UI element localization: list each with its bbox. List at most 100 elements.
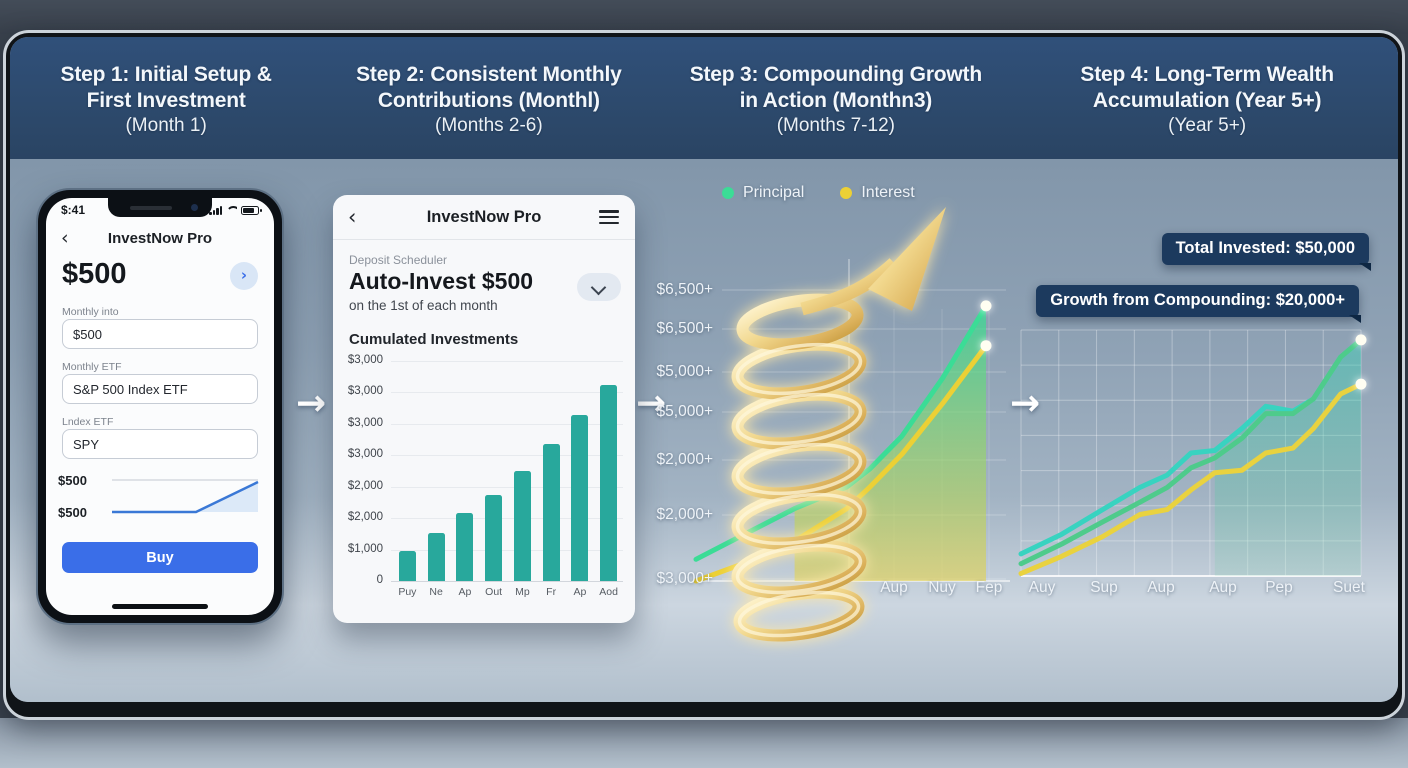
step4-x-tick: Aup [1209, 579, 1237, 596]
home-indicator[interactable] [112, 604, 208, 609]
stage: $:41 ‹ InvestNow Pro $500 › Monthly into [10, 159, 1398, 702]
step3-x-tick: Fep [975, 579, 1003, 596]
bar-chart-bars [393, 361, 623, 581]
bar-x-tick-label: Fr [546, 586, 557, 598]
step4-x-tick: Sup [1090, 579, 1118, 596]
back-chevron-icon[interactable]: ‹ [61, 227, 69, 249]
step3-y-tick: $2,000+ [656, 506, 713, 523]
amount-next-button[interactable]: › [230, 262, 258, 290]
step3-y-tick: $3,000+ [656, 570, 713, 587]
bar-chart-title: Cumulated Investments [349, 331, 519, 348]
step3-y-tick: $2,000+ [656, 451, 713, 468]
interest-dot-icon [840, 187, 853, 199]
phone-app-title: InvestNow Pro [107, 230, 213, 247]
field-2-label: Monthly ETF [62, 361, 122, 373]
etf-name-input[interactable] [62, 374, 258, 404]
field-1-label: Monthly into [62, 306, 119, 318]
step3-y-tick: $5,000+ [656, 363, 713, 380]
auto-invest-subtitle: on the 1st of each month [349, 298, 498, 313]
investment-amount: $500 [62, 258, 127, 290]
step-4-line-3: (Year 5+) [1168, 114, 1247, 136]
bar-y-tick-label: 0 [376, 574, 383, 586]
bar-slot [422, 533, 451, 581]
bar [542, 444, 560, 581]
monitor-top-bezel [0, 0, 1408, 34]
status-time: $:41 [61, 203, 86, 217]
legend-item-principal: Principal [722, 184, 804, 202]
step-1-line-1: Step 1: Initial Setup & [60, 62, 272, 86]
bar-y-tick-label: $2,000 [347, 479, 383, 492]
step4-x-tick: Auy [1028, 579, 1056, 596]
bar [485, 495, 503, 581]
bar-x-tick-label: Mp [515, 586, 530, 598]
spark-top-label: $500 [58, 473, 87, 488]
step-1-title: Step 1: Initial Setup & First Investment… [10, 37, 322, 159]
bar-y-tick-label: $2,000 [347, 511, 383, 524]
ticker-input[interactable] [62, 429, 258, 459]
card-back-chevron-icon[interactable]: ‹ [348, 205, 357, 229]
chart-end-dots [980, 300, 1367, 390]
bar-slot [479, 495, 508, 581]
bar-chart-gridlines [391, 361, 623, 582]
step-1-line-2: First Investment [86, 88, 246, 112]
growth-spiral-arrow-icon [731, 207, 946, 642]
auto-invest-card: ‹ InvestNow Pro Deposit Scheduler Auto-I… [333, 195, 635, 623]
bar-y-tick-label: $3,000 [347, 448, 383, 461]
auto-invest-title: Auto-Invest $500 [349, 268, 534, 294]
hamburger-menu-icon[interactable] [599, 210, 619, 224]
device-frame: Step 1: Initial Setup & First Investment… [3, 30, 1405, 720]
step-4-line-2: Accumulation (Year 5+) [1092, 88, 1322, 112]
bar [600, 385, 618, 581]
step-3-line-3: (Months 7-12) [776, 114, 895, 136]
bar-slot [594, 385, 623, 581]
desk-surface [0, 718, 1408, 768]
bar-gridline [391, 581, 623, 582]
step4-x-tick: Pep [1265, 579, 1293, 596]
field-3-label: Lndex ETF [62, 416, 114, 428]
bar-chart-xlabels: Puy Ne Ap Out Mp Fr Ap Aod [393, 586, 623, 598]
bar-x-tick-label: Ap [573, 586, 587, 598]
bar-slot [566, 415, 595, 581]
step3-y-tick: $5,000+ [656, 403, 713, 420]
bar-x-tick-label: Ap [458, 586, 472, 598]
step4-x-tick: Suet [1333, 579, 1365, 596]
step3-x-tick: Aup [880, 579, 908, 596]
step-2-line-1: Step 2: Consistent Monthly [356, 62, 622, 86]
bar [571, 415, 589, 581]
step3-y-tick: $6,500+ [656, 320, 713, 337]
bar-x-tick-label: Out [485, 586, 503, 598]
chart-area-fills [794, 305, 1361, 581]
step-2-title: Step 2: Consistent Monthly Contributions… [322, 37, 655, 159]
stage-charts-svg [693, 207, 1367, 642]
bar-gridline [391, 392, 623, 394]
phone-status-bar: $:41 [46, 203, 274, 217]
phone-mini-chart: $500 $500 [58, 473, 259, 520]
bar-chart-ylabels: $3,000 $3,000 $3,000 $3,000 $2,000 $2,000 $1,0… [333, 354, 383, 586]
bar [427, 533, 445, 581]
bar-slot [451, 513, 480, 581]
bar-gridline [391, 549, 623, 551]
signal-icon [209, 205, 222, 215]
card-app-title: InvestNow Pro [426, 208, 542, 226]
step-2-line-2: Contributions (Monthl) [377, 88, 600, 112]
legend-interest-label: Interest [861, 184, 915, 201]
phone-app-header: ‹ InvestNow Pro [46, 226, 274, 252]
step-2-line-3: (Months 2-6) [435, 114, 543, 136]
legend-item-interest: Interest [840, 184, 915, 202]
buy-button[interactable]: Buy [62, 542, 258, 573]
bar [513, 471, 531, 581]
monthly-amount-input[interactable] [62, 319, 258, 349]
bar-y-tick-label: $3,000 [347, 416, 383, 429]
phone-screen: $:41 ‹ InvestNow Pro $500 › Monthly into [46, 198, 274, 615]
bar-slot [393, 551, 422, 581]
step-3-title: Step 3: Compounding Growth in Action (Mo… [655, 37, 1016, 159]
compounding-growth-badge: Growth from Compounding: $20,000+ [1036, 285, 1361, 323]
flow-arrow-3-icon: → [1010, 383, 1041, 424]
step3-legend: Principal Interest [722, 184, 915, 202]
steps-banner: Step 1: Initial Setup & First Investment… [10, 37, 1398, 159]
bar-x-tick-label: Ne [429, 586, 443, 598]
chevron-down-button[interactable] [577, 273, 621, 301]
step-4-line-1: Step 4: Long-Term Wealth [1080, 62, 1334, 86]
step-3-line-2: in Action (Monthn3) [739, 88, 933, 112]
bar-y-tick-label: $3,000 [347, 354, 383, 366]
